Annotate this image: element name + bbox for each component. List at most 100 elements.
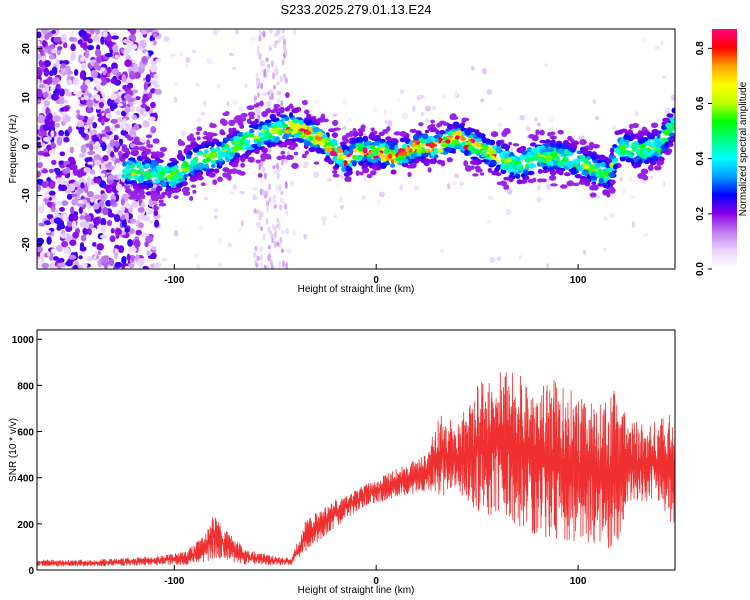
spectrogram-cell bbox=[193, 175, 198, 179]
spectrogram-cell bbox=[265, 190, 269, 196]
spectrogram-cell bbox=[303, 140, 312, 147]
spectrogram-cell bbox=[269, 29, 273, 35]
spectrogram-cell bbox=[302, 163, 308, 169]
spectrogram-cell bbox=[273, 69, 277, 75]
spectrogram-cell bbox=[155, 165, 164, 170]
spectrogram-cell bbox=[273, 241, 277, 249]
spectrogram-cell bbox=[603, 170, 610, 177]
spectrogram-cell bbox=[273, 42, 277, 49]
spectrogram-cell bbox=[100, 255, 109, 264]
spectrogram-cell bbox=[159, 146, 168, 153]
spectrogram-cell bbox=[136, 106, 141, 113]
spectrogram-cell bbox=[120, 198, 125, 206]
spectrogram-cell bbox=[608, 186, 615, 191]
spectrogram-cell bbox=[82, 262, 88, 268]
spectrogram-cell bbox=[438, 130, 446, 135]
spectrogram-cell bbox=[500, 143, 509, 150]
spectrogram-cell bbox=[281, 154, 286, 160]
spectrogram-cell bbox=[265, 218, 269, 225]
spectrogram-cell bbox=[479, 172, 485, 176]
spectrogram-cell bbox=[108, 135, 115, 140]
spectrogram-cell bbox=[129, 70, 135, 76]
spectrogram-cell bbox=[37, 237, 45, 245]
spectrogram-cell bbox=[474, 158, 479, 165]
spectrogram-cell bbox=[77, 115, 85, 121]
spectrogram-cell bbox=[41, 55, 46, 62]
spectrogram-cell bbox=[204, 163, 209, 169]
spectrogram-cell bbox=[405, 146, 410, 153]
spectrogram-cell bbox=[57, 46, 63, 51]
spectrogram-cell bbox=[216, 29, 221, 34]
spectrogram-cell bbox=[79, 242, 85, 250]
spectrogram-cell bbox=[78, 206, 83, 214]
spectrogram-cell bbox=[84, 220, 90, 230]
spectrogram-cell bbox=[78, 152, 86, 158]
spectrogram-cell bbox=[259, 121, 265, 126]
spectrogram-cell bbox=[315, 147, 323, 154]
spectrogram-cell bbox=[446, 157, 453, 163]
spectrogram-cell bbox=[609, 179, 616, 185]
spectrogram-cell bbox=[651, 155, 658, 161]
spectrogram-cell bbox=[90, 69, 98, 78]
spectrogram-cell bbox=[486, 88, 493, 95]
spectrogram-cell bbox=[670, 94, 675, 101]
spectrogram-cell bbox=[603, 216, 608, 221]
spectrogram-cell bbox=[184, 63, 189, 69]
spectrogram-cell bbox=[136, 170, 142, 175]
spectrogram-cell bbox=[140, 175, 145, 180]
spectrogram-cell bbox=[397, 98, 401, 103]
spectrogram-cell bbox=[154, 178, 161, 184]
spectrogram-cell bbox=[73, 264, 79, 269]
spectrogram-cell bbox=[139, 39, 147, 49]
spectrogram-cell bbox=[104, 40, 112, 46]
spectrogram-cell bbox=[592, 184, 599, 191]
spectrogram-cell bbox=[45, 229, 51, 234]
spectrogram-cell bbox=[480, 153, 486, 158]
spectrogram-cell bbox=[100, 217, 107, 227]
spectrogram-cell bbox=[536, 184, 541, 191]
spectrogram-cell bbox=[87, 38, 93, 44]
spectrogram-cell bbox=[268, 146, 272, 154]
spectrogram-cell bbox=[177, 138, 182, 144]
spectrogram-cell bbox=[554, 154, 559, 160]
spectrogram-cell bbox=[603, 184, 609, 189]
spectrogram-cell bbox=[107, 213, 116, 218]
spectrogram-cell bbox=[144, 148, 152, 155]
spectrogram-cell bbox=[566, 180, 575, 187]
spectrogram-cell bbox=[480, 98, 485, 103]
spectrogram-cell bbox=[107, 66, 112, 74]
spectrogram-cell bbox=[224, 111, 230, 115]
spectrogram-cell bbox=[106, 219, 113, 227]
spectrogram-cell bbox=[52, 266, 58, 269]
x-tick-label: 100 bbox=[570, 576, 587, 587]
spectrogram-cell bbox=[371, 159, 378, 163]
spectrogram-cell bbox=[144, 51, 149, 57]
spectrogram-cell bbox=[110, 103, 118, 110]
spectrogram-cell bbox=[205, 157, 211, 163]
spectrogram-cell bbox=[291, 118, 300, 124]
spectrogram-cell bbox=[430, 123, 436, 128]
spectrogram-cell bbox=[43, 60, 51, 67]
spectrogram-cell bbox=[54, 122, 61, 128]
spectrogram-cell bbox=[444, 146, 452, 153]
spectrogram-cell bbox=[542, 166, 549, 170]
spectrogram-cell bbox=[341, 165, 347, 173]
spectrogram-cell bbox=[270, 264, 274, 269]
colorbar-label: Normalized spectral amplitude bbox=[738, 81, 749, 216]
spectrogram-cell bbox=[260, 262, 263, 269]
spectrogram-cell bbox=[121, 255, 127, 265]
spectrogram-cell bbox=[155, 58, 162, 63]
spectrogram-cell bbox=[191, 49, 197, 54]
spectrogram-cell bbox=[72, 167, 79, 176]
spectrogram-cell bbox=[275, 184, 279, 191]
spectrogram-cell bbox=[349, 140, 356, 144]
spectrogram-cell bbox=[302, 123, 307, 129]
spectrogram-cell bbox=[664, 141, 670, 148]
spectrogram-cell bbox=[411, 142, 417, 147]
spectrogram-cell bbox=[431, 105, 437, 110]
spectrogram-cell bbox=[387, 153, 393, 159]
spectrogram-cell bbox=[345, 165, 351, 171]
spectrogram-cell bbox=[488, 196, 495, 201]
spectrogram-cell bbox=[584, 178, 590, 185]
spectrogram-cell bbox=[261, 137, 270, 141]
